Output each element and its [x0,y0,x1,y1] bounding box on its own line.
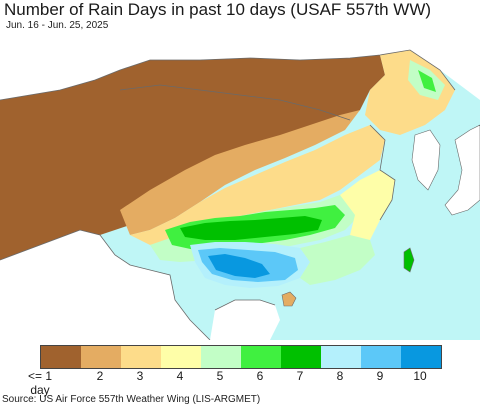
hainan-island [281,291,297,307]
band-2-days [120,110,360,235]
outside-land-north [0,30,480,100]
outside-land-indochina [210,300,280,340]
borders [0,49,456,340]
legend-label-4: 4 [176,369,184,383]
legend-label-7: 7 [296,369,304,383]
legend-swatch-3 [121,346,161,368]
legend-label-10: 10 [413,369,427,383]
taiwan-island [403,247,415,273]
korea-peninsula [411,129,441,191]
legend-swatch-10 [401,346,441,368]
band-10-days [208,254,270,278]
south-coast-5-days [300,235,375,285]
rain-days-map [0,30,480,340]
legend-swatch-4 [161,346,201,368]
northeast-6-days [418,70,436,92]
band-3-days [130,125,385,245]
source-note: Source: US Air Force 557th Weather Wing … [2,394,261,405]
map-title: Number of Rain Days in past 10 days (USA… [4,0,432,19]
legend-swatch-5 [201,346,241,368]
northeast-3-days [365,50,455,135]
outside-land-southwest [0,230,210,340]
legend-swatch-7 [281,346,321,368]
south-coast-4-days [340,170,395,240]
legend-swatch-6 [241,346,281,368]
legend-swatch-2 [81,346,121,368]
dry-region [0,55,385,260]
band-7-days [180,216,322,240]
date-range: Jun. 16 - Jun. 25, 2025 [6,20,109,31]
legend-label-9: 9 [376,369,384,383]
legend-label-3: 3 [136,369,144,383]
legend-label-6: 6 [256,369,264,383]
japan-islands [444,124,480,216]
legend-label-5: 5 [216,369,224,383]
legend: <= 1 day 2 3 4 5 6 7 8 9 10 [0,345,480,397]
legend-swatch-9 [361,346,401,368]
legend-label-2: 2 [96,369,104,383]
legend-swatch-8 [321,346,361,368]
map-canvas [0,30,480,340]
legend-label-8: 8 [336,369,344,383]
legend-colorbar [40,345,442,369]
legend-swatch-1 [41,346,81,368]
legend-label-1: <= 1 day [27,369,53,397]
